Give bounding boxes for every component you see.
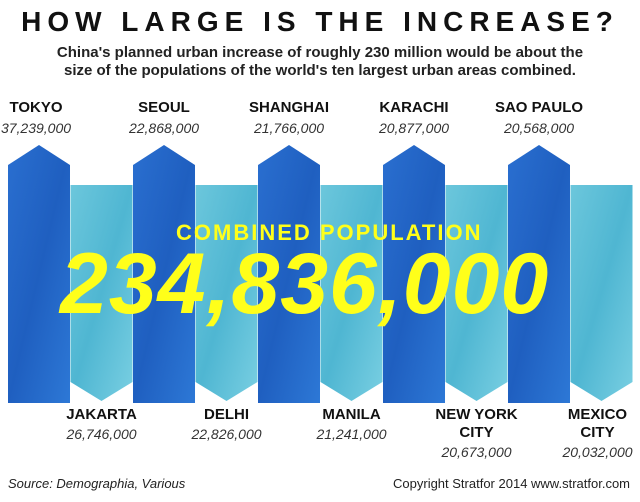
bar-manila xyxy=(320,185,383,401)
city-name-karachi: KARACHI xyxy=(379,99,448,116)
city-name-mexico-city-line-1: MEXICO xyxy=(568,406,628,423)
chart-subtitle: China's planned urban increase of roughl… xyxy=(40,44,600,80)
bar-jakarta xyxy=(70,185,133,401)
bar-mexico-city xyxy=(570,185,633,401)
bar-tokyo xyxy=(8,145,70,403)
city-name-new-york-city-line-1: NEW YORK xyxy=(435,406,517,423)
combined-population-value: 234,836,000 xyxy=(58,236,549,332)
city-population-seoul: 22,868,000 xyxy=(128,120,199,136)
city-population-sao-paulo: 20,568,000 xyxy=(503,120,574,136)
bar-delhi xyxy=(195,185,258,401)
chart-title: HOW LARGE IS THE INCREASE? xyxy=(21,6,619,37)
city-name-shanghai: SHANGHAI xyxy=(249,99,329,116)
city-name-seoul: SEOUL xyxy=(138,99,190,116)
city-name-delhi: DELHI xyxy=(204,406,249,423)
city-population-karachi: 20,877,000 xyxy=(378,120,449,136)
bar-shanghai xyxy=(258,145,320,403)
city-name-jakarta: JAKARTA xyxy=(66,406,137,423)
combined-population-label: COMBINED POPULATION xyxy=(176,220,482,245)
city-bars xyxy=(8,145,633,403)
city-name-mexico-city-line-2: CITY xyxy=(580,424,614,441)
city-population-jakarta: 26,746,000 xyxy=(65,426,136,442)
source-note: Source: Demographia, Various xyxy=(8,476,186,491)
city-population-new-york-city: 20,673,000 xyxy=(440,444,511,460)
city-name-manila: MANILA xyxy=(322,406,380,423)
subtitle-line-1: China's planned urban increase of roughl… xyxy=(56,44,584,61)
city-labels: TOKYO 37,239,000 JAKARTA 26,746,000 SEOUL 22,… xyxy=(1,99,633,460)
bar-karachi xyxy=(383,145,445,403)
city-population-tokyo: 37,239,000 xyxy=(1,120,71,136)
bar-sao-paulo xyxy=(508,145,570,403)
city-population-shanghai: 21,766,000 xyxy=(253,120,324,136)
bar-new-york-city xyxy=(445,185,508,401)
copyright-note: Copyright Stratfor 2014 www.stratfor.com xyxy=(393,476,630,491)
city-name-tokyo: TOKYO xyxy=(9,99,62,116)
city-population-mexico-city: 20,032,000 xyxy=(561,444,632,460)
subtitle-line-2: size of the populations of the world's t… xyxy=(64,62,576,79)
city-population-delhi: 22,826,000 xyxy=(190,426,261,442)
bar-seoul xyxy=(133,145,195,403)
city-name-new-york-city-line-2: CITY xyxy=(459,424,493,441)
city-name-sao-paulo: SAO PAULO xyxy=(495,99,583,116)
city-population-manila: 21,241,000 xyxy=(315,426,386,442)
